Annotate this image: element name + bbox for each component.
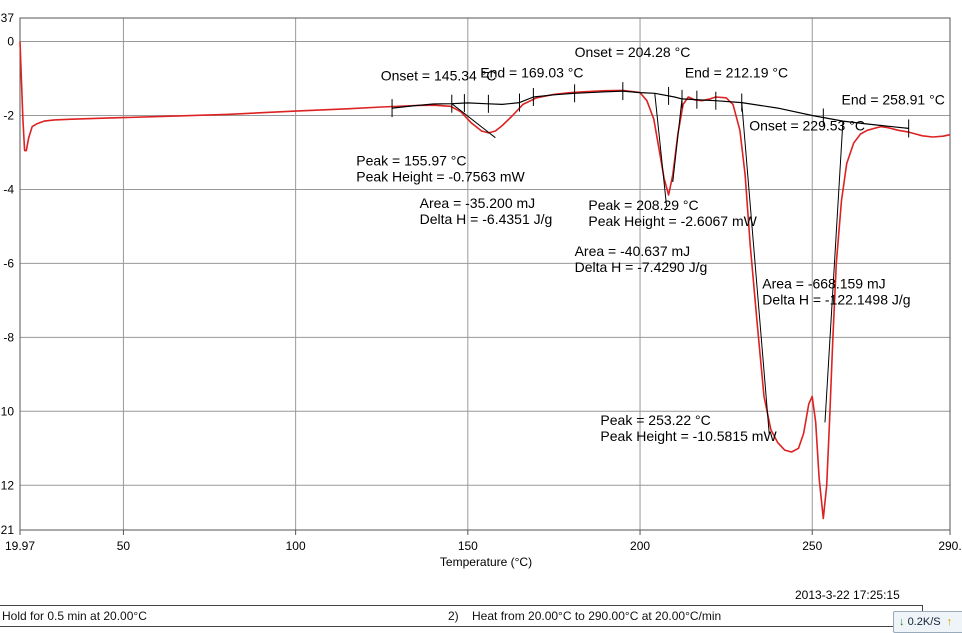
plot-frame [19, 17, 951, 531]
annotation-line: Onset = 145.34 °C [381, 67, 497, 83]
axes [19, 17, 951, 535]
download-arrow-icon: ↓ [899, 616, 905, 628]
x-tick-label: 19.97 [5, 539, 35, 553]
annotation-line: Area = -35.200 mJ [420, 195, 536, 211]
annotation-line: Peak = 253.22 °C [600, 412, 710, 428]
x-tick-label: 150 [458, 539, 478, 553]
tangent-line [741, 102, 770, 434]
upload-arrow-icon: ↑ [946, 616, 953, 628]
y-tick-label: 37 [1, 11, 15, 25]
annotation-line: Peak Height = -10.5815 mW [600, 428, 777, 444]
y-tick-label: 10 [1, 404, 15, 418]
annotation-label: Peak = 208.29 °C Peak Height = -2.6067 mW [588, 197, 757, 229]
annotation-line: Delta H = -122.1498 J/g [762, 292, 910, 308]
method-steps-bar: Hold for 0.5 min at 20.00°C 2) Heat from… [0, 605, 923, 627]
tangent-line [451, 103, 496, 139]
method-step-2: 2) Heat from 20.00°C to 290.00°C at 20.0… [448, 609, 722, 623]
x-tick-label: 100 [286, 539, 306, 553]
dsc-chart: 19.97 50 100 150 200 250 290. 37 0 -2 -4 -6 -8 10 12 2… [1, 11, 962, 569]
annotation-line: Delta H = -7.4290 J/g [575, 259, 708, 275]
annotation-line: Onset = 229.53 °C [749, 117, 865, 133]
network-speed-widget[interactable]: ↓ 0.2K/S ↑ [893, 611, 962, 633]
annotation-line: Peak = 155.97 °C [356, 152, 466, 168]
annotation-line: End = 258.91 °C [842, 91, 945, 107]
annotation-label: End = 169.03 °C [480, 64, 583, 80]
x-tick-label: 250 [802, 539, 822, 553]
series-group [19, 41, 951, 520]
y-tick-label: -8 [3, 330, 14, 344]
annotation-label: End = 212.19 °C [685, 64, 788, 80]
annotation-label: Onset = 229.53 °C [749, 117, 865, 133]
timestamp: 2013-3-22 17:25:15 [795, 588, 900, 602]
baseline-curve [392, 90, 909, 129]
annotation-line: Onset = 204.28 °C [575, 44, 691, 60]
annotation-label: Area = -40.637 mJ Delta H = -7.4290 J/g [575, 243, 708, 275]
annotation-label: Onset = 145.34 °C [381, 67, 497, 83]
heat-flow-curve [19, 41, 951, 520]
annotation-line: Area = -668.159 mJ [762, 276, 885, 292]
y-tick-label: 21 [1, 523, 15, 537]
y-tick-label: -4 [3, 182, 14, 196]
marker-ticks [391, 82, 910, 434]
annotation-label: Onset = 204.28 °C [575, 44, 691, 60]
y-tick-label: -2 [3, 109, 14, 123]
y-tick-label: -6 [3, 256, 14, 270]
network-speed-label: 0.2K/S [907, 616, 941, 628]
annotation-line: End = 169.03 °C [480, 64, 583, 80]
y-tick-labels: 37 0 -2 -4 -6 -8 10 12 21 [1, 11, 15, 537]
annotation-label: Area = -35.200 mJ Delta H = -6.4351 J/g [420, 195, 553, 227]
x-tick-labels: 19.97 50 100 150 200 250 290. [5, 539, 962, 553]
annotation-label: Peak = 253.22 °C Peak Height = -10.5815 m… [600, 412, 777, 444]
x-axis-label: Temperature (°C) [440, 555, 532, 569]
annotation-line: End = 212.19 °C [685, 64, 788, 80]
annotation-label: Peak = 155.97 °C Peak Height = -0.7563 mW [356, 152, 525, 184]
annotation-line: Peak = 208.29 °C [588, 197, 698, 213]
annotation-label: End = 258.91 °C [842, 91, 945, 107]
tangent-line [672, 98, 683, 183]
tangent-line [654, 93, 668, 207]
x-tick-label: 50 [117, 539, 131, 553]
annotation-line: Area = -40.637 mJ [575, 243, 691, 259]
x-tick-label: 200 [630, 539, 650, 553]
annotation-line: Delta H = -6.4351 J/g [420, 211, 553, 227]
x-tick-label: 290. [938, 539, 961, 553]
y-tick-label: 12 [1, 478, 15, 492]
tangent-line [824, 121, 844, 423]
annotation-line: Peak Height = -0.7563 mW [356, 168, 525, 184]
plot-background [20, 18, 950, 530]
annotation-line: Peak Height = -2.6067 mW [588, 213, 757, 229]
annotation-label: Area = -668.159 mJ Delta H = -122.1498 J/… [762, 276, 910, 308]
method-step-1: Hold for 0.5 min at 20.00°C [2, 609, 147, 623]
y-tick-label: 0 [7, 35, 14, 49]
